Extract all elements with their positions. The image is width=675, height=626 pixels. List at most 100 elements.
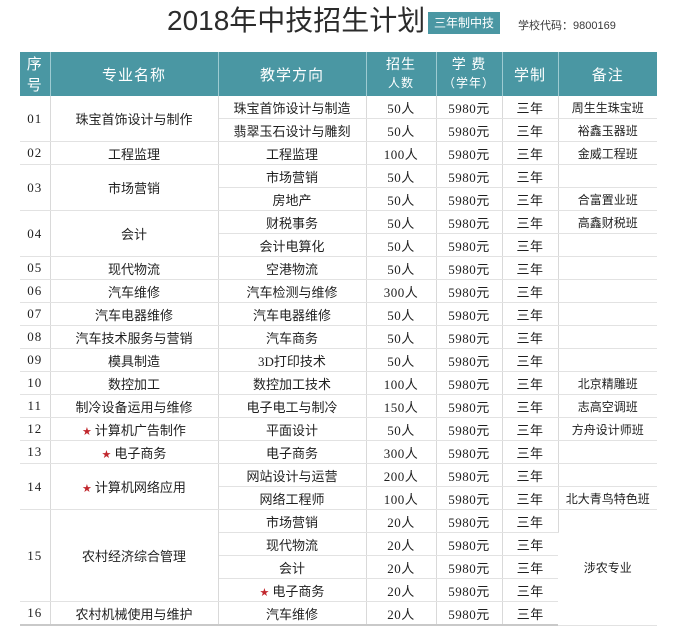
cell-teaching-direction: 汽车维修: [218, 601, 367, 626]
cell-sequence-number: 08: [20, 325, 51, 349]
cell-sequence-number: 12: [20, 417, 51, 441]
cell-remark: [558, 348, 657, 372]
cell-remark: 周生生珠宝班: [558, 96, 657, 119]
cell-sequence-number: 07: [20, 302, 51, 326]
cell-teaching-direction: 会计电算化: [218, 233, 367, 257]
cell-remark: [558, 233, 657, 257]
cell-sequence-number: 11: [20, 394, 51, 418]
cell-duration: 三年: [502, 210, 559, 234]
cell-major-name: 现代物流: [50, 256, 219, 280]
cell-duration: 三年: [502, 601, 558, 626]
cell-tuition-fee: 5980元: [436, 348, 503, 372]
cell-sequence-number: 05: [20, 256, 51, 280]
cell-duration: 三年: [502, 302, 559, 326]
cell-tuition-fee: 5980元: [436, 601, 503, 626]
cell-sequence-number: 04: [20, 210, 51, 257]
cell-teaching-direction: 汽车商务: [218, 325, 367, 349]
cell-duration: 三年: [502, 578, 558, 602]
cell-duration: 三年: [502, 279, 559, 303]
cell-enrollment-count: 20人: [366, 532, 437, 556]
column-header-num: 序号: [20, 52, 51, 96]
table-row: 15 农村经济综合管理 市场营销 20人 5980元 三年 涉农专业: [20, 509, 657, 626]
cell-tuition-fee: 5980元: [436, 394, 503, 418]
column-header-fee: 学 费 （学年）: [436, 52, 503, 96]
cell-sequence-number: 16: [20, 601, 51, 626]
cell-duration: 三年: [502, 417, 559, 441]
cell-tuition-fee: 5980元: [436, 440, 503, 464]
cell-teaching-direction: 翡翠玉石设计与雕刻: [218, 118, 367, 142]
cell-major-name: 珠宝首饰设计与制作: [50, 96, 219, 142]
cell-tuition-fee: 5980元: [436, 555, 503, 579]
cell-major-name: 汽车电器维修: [50, 302, 219, 326]
page-header: 2018年中技招生计划 三年制中技 学校代码：9800169: [0, 0, 675, 52]
cell-major-name: 农村经济综合管理: [50, 509, 219, 602]
cell-duration: 三年: [502, 509, 559, 533]
school-code-label: 学校代码：9800169: [518, 20, 616, 32]
cell-remark: 志高空调班: [558, 394, 657, 418]
cell-remark: 金威工程班: [558, 141, 657, 165]
cell-tuition-fee: 5980元: [436, 509, 503, 533]
cell-major-name: 会计: [50, 210, 219, 257]
cell-enrollment-count: 50人: [366, 233, 437, 257]
cell-remark: 方舟设计师班: [558, 417, 657, 441]
cell-tuition-fee: 5980元: [436, 187, 503, 211]
cell-major-name: 汽车技术服务与营销: [50, 325, 219, 349]
cell-sequence-number: 09: [20, 348, 51, 372]
cell-teaching-direction: 电子电工与制冷: [218, 394, 367, 418]
cell-duration: 三年: [502, 256, 559, 280]
cell-remark: [558, 256, 657, 280]
cell-sequence-number: 06: [20, 279, 51, 303]
cell-teaching-direction: ★ 电子商务: [218, 578, 367, 602]
cell-teaching-direction: 汽车检测与维修: [218, 279, 367, 303]
cell-enrollment-count: 300人: [366, 279, 437, 303]
cell-sequence-number: 15: [20, 509, 51, 602]
cell-teaching-direction: 珠宝首饰设计与制造: [218, 96, 367, 119]
cell-major-name: 农村机械使用与维护: [50, 601, 219, 626]
cell-duration: 三年: [502, 486, 559, 510]
table-row: 房地产 50人 5980元 三年 合富置业班: [20, 187, 657, 211]
column-header-major: 专业名称: [50, 52, 219, 96]
cell-teaching-direction: 空港物流: [218, 256, 367, 280]
cell-enrollment-count: 50人: [366, 348, 437, 372]
table-row: 08 汽车技术服务与营销 汽车商务 50人 5980元 三年: [20, 325, 657, 349]
cell-remark: 裕鑫玉器班: [558, 118, 657, 142]
cell-sequence-number: 10: [20, 371, 51, 395]
cell-duration: 三年: [502, 440, 559, 464]
cell-duration: 三年: [502, 118, 559, 142]
cell-tuition-fee: 5980元: [436, 463, 503, 487]
table-row: 07 汽车电器维修 汽车电器维修 50人 5980元 三年: [20, 302, 657, 326]
cell-remark: [558, 279, 657, 303]
table-row: 10 数控加工 数控加工技术 100人 5980元 三年 北京精雕班: [20, 371, 657, 395]
cell-enrollment-count: 50人: [366, 96, 437, 119]
cell-remark: [558, 440, 657, 464]
cell-tuition-fee: 5980元: [436, 325, 503, 349]
cell-duration: 三年: [502, 348, 559, 372]
star-icon: ★: [101, 448, 112, 461]
column-header-fee-line1: 学 费: [451, 58, 487, 73]
cell-duration: 三年: [502, 394, 559, 418]
table-head: 序号 专业名称 教学方向 招生 人数学 费（学年） 学制 备注: [20, 52, 657, 96]
table-row: 06 汽车维修 汽车检测与维修 300人 5980元 三年: [20, 279, 657, 303]
cell-remark: 高鑫财税班: [558, 210, 657, 234]
cell-tuition-fee: 5980元: [436, 164, 503, 188]
table-row: 会计电算化 50人 5980元 三年: [20, 233, 657, 257]
cell-duration: 三年: [502, 555, 558, 579]
cell-enrollment-count: 50人: [366, 302, 437, 326]
program-type-badge: 三年制中技: [428, 12, 501, 34]
cell-enrollment-count: 20人: [366, 509, 437, 533]
cell-duration: 三年: [502, 325, 559, 349]
cell-tuition-fee: 5980元: [436, 96, 503, 119]
table-row: 翡翠玉石设计与雕刻 50人 5980元 三年 裕鑫玉器班: [20, 118, 657, 142]
cell-teaching-direction: 房地产: [218, 187, 367, 211]
table-row: 会计 20人 5980元 三年: [20, 555, 657, 579]
column-header-dir: 教学方向: [218, 52, 367, 96]
cell-tuition-fee: 5980元: [436, 279, 503, 303]
column-header-yrs: 学制: [502, 52, 559, 96]
cell-remark: [558, 463, 657, 487]
cell-teaching-direction: 网络工程师: [218, 486, 367, 510]
cell-tuition-fee: 5980元: [436, 118, 503, 142]
cell-enrollment-count: 50人: [366, 187, 437, 211]
cell-sequence-number: 13: [20, 440, 51, 464]
cell-enrollment-count: 50人: [366, 325, 437, 349]
cell-tuition-fee: 5980元: [436, 256, 503, 280]
